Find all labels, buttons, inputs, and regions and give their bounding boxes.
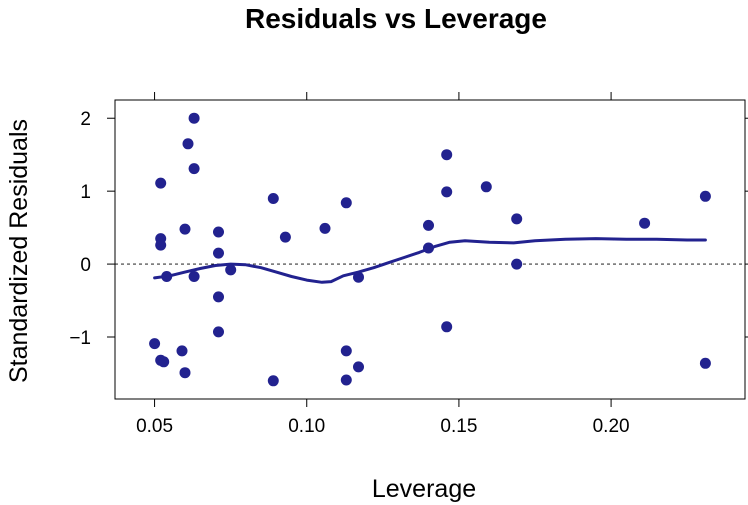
y-tick-label: −1 — [69, 328, 91, 349]
data-point — [267, 193, 279, 204]
data-point — [423, 219, 434, 231]
data-point — [155, 239, 167, 251]
data-point — [441, 149, 453, 161]
data-point — [213, 226, 224, 238]
data-point — [480, 181, 492, 193]
smooth-line — [153, 237, 707, 284]
data-point — [213, 326, 224, 338]
y-tick-label: 0 — [80, 255, 91, 276]
y-axis-label: Standardized Residuals — [5, 119, 33, 383]
data-point — [353, 361, 364, 373]
data-point — [511, 258, 523, 270]
data-point — [188, 112, 200, 124]
data-point — [511, 213, 523, 225]
data-point — [340, 197, 352, 209]
data-point — [423, 242, 434, 254]
y-tick-label: 2 — [80, 109, 91, 130]
data-point — [188, 271, 200, 282]
data-point — [639, 217, 651, 229]
x-axis-label: Leverage — [372, 475, 476, 503]
data-point — [179, 223, 191, 235]
plot-area: 0.05 0.10 0.15 0.20 −1 0 1 2 — [69, 92, 748, 437]
data-point — [267, 375, 279, 387]
data-point — [340, 345, 352, 357]
data-point — [182, 138, 194, 150]
data-point — [279, 231, 291, 243]
data-point — [353, 271, 364, 283]
x-tick-label: 0.15 — [440, 416, 477, 437]
plot-frame — [114, 99, 746, 400]
data-point — [158, 356, 170, 368]
data-point — [161, 271, 173, 282]
data-point — [441, 186, 453, 198]
data-point — [225, 264, 237, 276]
x-tick-label: 0.10 — [288, 416, 325, 437]
chart-title: Residuals vs Leverage — [245, 3, 547, 34]
data-point — [441, 321, 453, 333]
data-point — [188, 163, 200, 175]
x-tick-label: 0.20 — [593, 416, 630, 437]
data-point — [149, 338, 161, 350]
y-tick-label: 1 — [80, 182, 91, 203]
data-point — [155, 177, 167, 189]
data-point — [176, 345, 188, 357]
data-point — [319, 222, 331, 234]
data-point — [213, 291, 224, 303]
data-point — [699, 357, 711, 369]
data-point — [213, 247, 224, 259]
data-point — [699, 190, 711, 202]
data-point — [340, 374, 352, 386]
data-point — [179, 367, 191, 379]
x-tick-label: 0.05 — [136, 416, 173, 437]
